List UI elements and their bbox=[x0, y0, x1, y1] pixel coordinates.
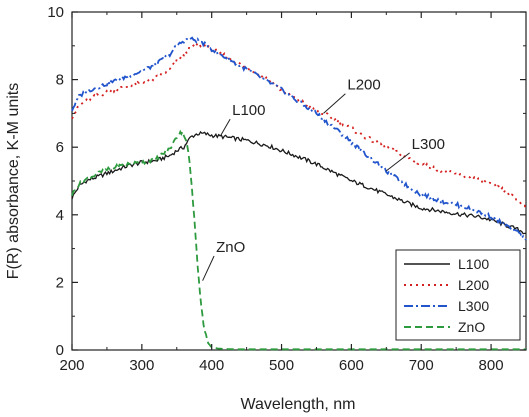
ticks-layer: 200 300 400 500 600 700 800 0 2 4 6 8 10 bbox=[47, 4, 526, 374]
x-tick-label: 600 bbox=[339, 357, 364, 374]
y-tick-label: 0 bbox=[56, 342, 64, 359]
x-tick-label: 700 bbox=[409, 357, 434, 374]
y-tick-label: 8 bbox=[56, 72, 64, 89]
legend-label-zno: ZnO bbox=[458, 319, 485, 335]
x-axis-title: Wavelength, nm bbox=[240, 396, 355, 413]
legend-label-l200: L200 bbox=[458, 277, 489, 293]
series-line-l300 bbox=[71, 36, 527, 241]
y-axis-title: F(R) absorbance, K-M units bbox=[5, 83, 22, 280]
annotation-label-zno: ZnO bbox=[216, 239, 245, 256]
y-tick-label: 6 bbox=[56, 139, 64, 156]
annotations-layer: L100 L200 L300 ZnO bbox=[202, 77, 445, 281]
legend-label-l300: L300 bbox=[458, 298, 489, 314]
series-line-l200 bbox=[71, 41, 527, 209]
annotation-label-l300: L300 bbox=[412, 136, 445, 153]
annotation-leader bbox=[220, 118, 231, 136]
annotation-leader bbox=[323, 93, 346, 114]
y-tick-label: 4 bbox=[56, 207, 64, 224]
y-tick-label: 10 bbox=[47, 4, 64, 21]
x-tick-label: 200 bbox=[59, 357, 84, 374]
annotation-label-l100: L100 bbox=[232, 102, 265, 119]
x-tick-label: 300 bbox=[129, 357, 154, 374]
legend-label-l100: L100 bbox=[458, 256, 489, 272]
legend: L100 L200 L300 ZnO bbox=[395, 249, 521, 341]
annotation-leader bbox=[202, 255, 215, 281]
x-tick-label: 400 bbox=[199, 357, 224, 374]
x-tick-label: 500 bbox=[269, 357, 294, 374]
series-line-l100 bbox=[71, 130, 526, 235]
annotation-label-l200: L200 bbox=[347, 77, 380, 94]
series-line-zno bbox=[71, 129, 526, 351]
x-tick-label: 800 bbox=[479, 357, 504, 374]
annotation-leader bbox=[386, 152, 410, 172]
series-layer bbox=[71, 36, 527, 351]
y-tick-label: 2 bbox=[56, 274, 64, 291]
legend-box bbox=[395, 249, 521, 341]
